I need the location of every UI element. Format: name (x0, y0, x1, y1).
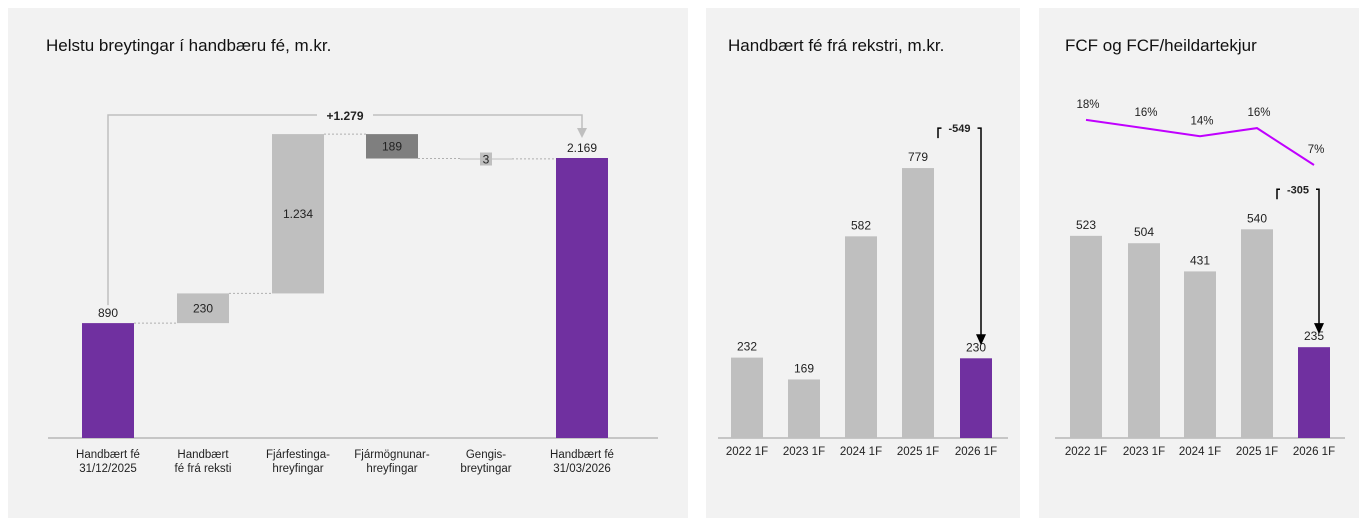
ocf-chart: 232 2022 1F 169 2023 1F 582 2024 1F 779 2025 1F… (718, 120, 1008, 458)
x-tick-label-0: 2022 1F (1065, 446, 1107, 458)
waterfall-category-label-4-0: Gengis- (466, 449, 506, 461)
waterfall-bracket-arrowhead (577, 128, 587, 138)
ocf-panel: Handbært fé frá rekstri, m.kr. 232 2022 1… (706, 8, 1020, 518)
waterfall-panel: Helstu breytingar í handbæru fé, m.kr. 8… (8, 8, 688, 518)
waterfall-category-label-3-1: hreyfingar (366, 463, 417, 475)
ocf-title: Handbært fé frá rekstri, m.kr. (728, 36, 945, 55)
drop-annotation-bracket (1276, 188, 1320, 326)
waterfall-value-label-5: 2.169 (567, 141, 597, 155)
ratio-line (1085, 118, 1315, 166)
waterfall-category-label-1-1: fé frá reksti (175, 463, 232, 475)
x-tick-label-1: 2023 1F (783, 446, 825, 458)
waterfall-title: Helstu breytingar í handbæru fé, m.kr. (46, 36, 332, 55)
drop-annotation-label: -549 (948, 123, 970, 135)
fcf-panel: FCF og FCF/heildartekjur 523 2022 1F 504 20… (1039, 8, 1359, 518)
bar-value-label-2: 431 (1190, 253, 1210, 267)
waterfall-category-label-4-1: breytingar (460, 463, 511, 475)
waterfall-bar-5 (556, 158, 608, 438)
x-tick-label-3: 2025 1F (1236, 446, 1278, 458)
ratio-label-1: 16% (1134, 107, 1157, 119)
x-tick-label-3: 2025 1F (897, 446, 939, 458)
waterfall-annotation-label: +1.279 (326, 109, 363, 123)
x-tick-label-4: 2026 1F (1293, 446, 1335, 458)
bar-0 (1070, 235, 1102, 438)
waterfall-value-label-3: 189 (382, 139, 402, 153)
waterfall-bar-3 (366, 134, 418, 159)
waterfall-bar-0 (82, 323, 134, 438)
bar-value-label-4: 235 (1304, 329, 1324, 343)
waterfall-bar-2 (272, 134, 324, 294)
drop-annotation-arrowhead (1314, 323, 1324, 335)
waterfall-category-label-5-0: Handbært fé (550, 449, 614, 461)
bar-0 (731, 357, 763, 438)
waterfall-value-label-1: 230 (193, 301, 213, 315)
x-tick-label-1: 2023 1F (1123, 446, 1165, 458)
drop-annotation-bg (1280, 181, 1316, 198)
bar-2 (845, 236, 877, 438)
ratio-label-0: 18% (1076, 99, 1099, 111)
waterfall-chart: 890 Handbært fé 31/12/2025 230 Handbært fé fr… (48, 106, 658, 475)
x-tick-label-2: 2024 1F (1179, 446, 1221, 458)
bar-value-label-3: 779 (908, 150, 928, 164)
ratio-label-3: 16% (1247, 107, 1270, 119)
waterfall-value-label-2: 1.234 (283, 207, 313, 221)
waterfall-annotation-bg (317, 106, 373, 124)
waterfall-bar-1 (177, 293, 229, 324)
bar-3 (902, 168, 934, 438)
ratio-label-4: 7% (1308, 144, 1325, 156)
bar-4 (1298, 347, 1330, 438)
drop-annotation-bg (941, 120, 978, 137)
x-tick-label-4: 2026 1F (955, 446, 997, 458)
x-tick-label-2: 2024 1F (840, 446, 882, 458)
bar-4 (960, 358, 992, 438)
bar-value-label-0: 232 (737, 340, 757, 354)
drop-annotation-label: -305 (1287, 184, 1309, 196)
fcf-chart: 523 2022 1F 504 2023 1F 431 2024 1F 540 2025 1F… (1055, 99, 1345, 458)
waterfall-category-label-2-1: hreyfingar (272, 463, 323, 475)
waterfall-bracket (107, 114, 583, 306)
bar-1 (788, 379, 820, 438)
bar-2 (1184, 271, 1216, 438)
bar-value-label-0: 523 (1076, 218, 1096, 232)
bar-value-label-4: 230 (966, 340, 986, 354)
waterfall-category-label-1-0: Handbært (177, 449, 229, 461)
waterfall-category-label-3-0: Fjármögnunar- (354, 449, 430, 461)
waterfall-value-label-0: 890 (98, 306, 118, 320)
waterfall-category-label-2-0: Fjárfestinga- (266, 449, 330, 461)
bar-value-label-1: 504 (1134, 225, 1154, 239)
bar-value-label-3: 540 (1247, 211, 1267, 225)
drop-annotation-bracket (937, 127, 982, 337)
waterfall-category-label-0-1: 31/12/2025 (79, 463, 137, 475)
waterfall-category-label-0-0: Handbært fé (76, 449, 140, 461)
waterfall-category-label-5-1: 31/03/2026 (553, 463, 611, 475)
bar-value-label-2: 582 (851, 218, 871, 232)
waterfall-value-label-4: 3 (483, 153, 490, 167)
bar-3 (1241, 229, 1273, 438)
bar-value-label-1: 169 (794, 361, 814, 375)
drop-annotation-arrowhead (976, 334, 986, 346)
x-tick-label-0: 2022 1F (726, 446, 768, 458)
bar-1 (1128, 243, 1160, 438)
waterfall-small-label-bg-4 (480, 152, 492, 166)
fcf-title: FCF og FCF/heildartekjur (1065, 36, 1257, 55)
ratio-label-2: 14% (1190, 115, 1213, 127)
